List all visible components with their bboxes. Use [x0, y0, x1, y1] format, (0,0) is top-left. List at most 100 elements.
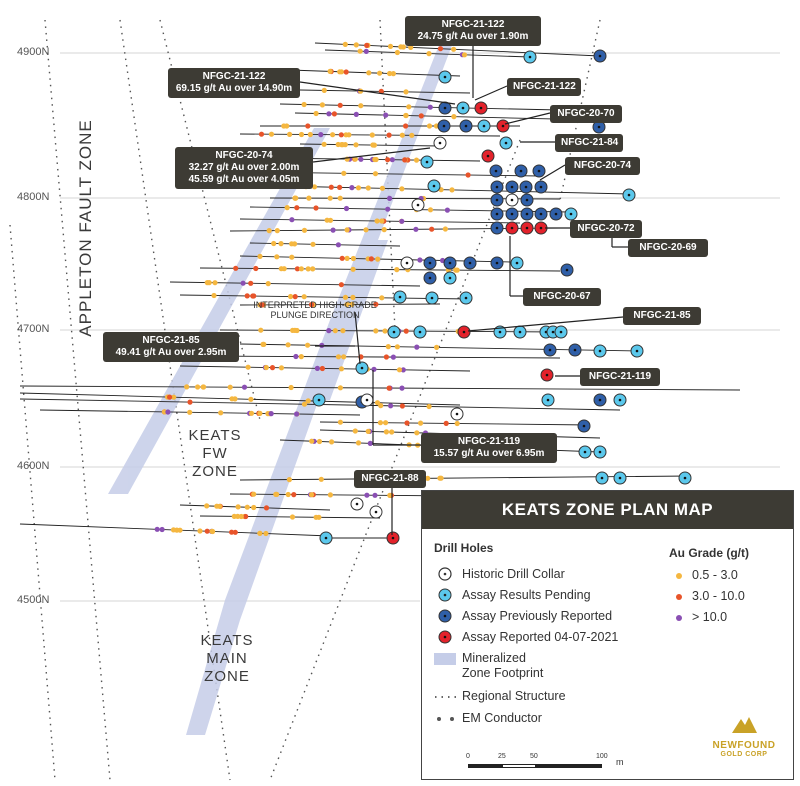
assay-dot [403, 328, 409, 334]
assay-dot [342, 41, 348, 48]
assay-dot [408, 44, 414, 51]
drill-hole-center [510, 226, 514, 230]
drill-hole-center [573, 348, 577, 352]
drill-hole-center [683, 476, 687, 480]
drill-hole-center [494, 169, 498, 173]
assay-dot [444, 207, 450, 213]
assay-dot [278, 241, 284, 247]
assay-dot [263, 530, 269, 537]
assay-dot [394, 49, 400, 56]
assay-dot [177, 527, 183, 533]
assay-dot [257, 410, 263, 416]
drill-trace [179, 365, 471, 372]
assay-dot [414, 344, 420, 350]
assay-dot [344, 255, 350, 261]
drill-hole-center [425, 160, 429, 164]
assay-dot [305, 342, 311, 348]
drill-hole-center [482, 124, 486, 128]
drill-hole-center [600, 476, 604, 480]
drill-hole-center [438, 141, 442, 145]
assay-dot [343, 205, 350, 212]
assay-dot [257, 253, 263, 259]
assay-dot [378, 403, 384, 409]
drill-hole-center [559, 330, 563, 334]
drill-hole-center [455, 412, 459, 416]
assay-dot [413, 226, 419, 232]
assay-dot [281, 123, 287, 129]
drill-hole-center [598, 398, 602, 402]
map-legend: KEATS ZONE PLAN MAP Drill Holes Au Grade… [421, 490, 794, 780]
callout-leaders [299, 40, 628, 535]
drill-hole-center [428, 261, 432, 265]
assay-dot [285, 342, 291, 348]
assay-dot [209, 528, 215, 535]
assay-dot [406, 104, 412, 110]
callout-nfgc-20-70: NFGC-20-70 [550, 105, 622, 123]
assay-dot [251, 504, 257, 511]
assay-dot [442, 226, 448, 232]
drill-trace [199, 355, 561, 359]
assay-dot [305, 123, 311, 129]
assay-dot [387, 195, 393, 201]
assay-dot [274, 228, 280, 234]
assay-dot [338, 366, 345, 372]
assay-dot [294, 205, 300, 211]
assay-dot [342, 142, 348, 148]
assay-dot [409, 132, 415, 138]
assay-dot [339, 255, 345, 261]
assay-dot [427, 104, 433, 110]
assay-pending-icon [438, 588, 452, 602]
drill-hole-center [515, 261, 519, 265]
assay-dot [379, 185, 385, 191]
drill-hole-center [582, 424, 586, 428]
assay-dot [434, 344, 440, 350]
assay-dot [399, 218, 405, 224]
assay-dot [364, 42, 370, 49]
drill-hole-center [468, 261, 472, 265]
drill-hole-center [392, 330, 396, 334]
assay-intercepts [154, 41, 471, 537]
assay-dot [403, 112, 409, 119]
assay-dot [388, 403, 394, 409]
callout-nfgc-21-122-intercept: NFGC-21-122 69.15 g/t Au over 14.90m [168, 68, 300, 98]
assay-dot [289, 514, 296, 520]
northing-label-4600: 4600N [17, 460, 50, 472]
assay-dot [227, 384, 233, 390]
assay-dot [310, 241, 316, 247]
assay-dot [374, 218, 380, 224]
assay-dot [245, 364, 251, 370]
plunge-direction-label: INTERPRETED HIGH-GRADE PLUNGE DIRECTION [253, 300, 377, 320]
callout-nfgc-21-85: NFGC-21-85 [623, 307, 701, 325]
assay-dot [281, 266, 287, 272]
assay-dot [287, 131, 293, 137]
drill-hole-center [528, 55, 532, 59]
assay-dot [389, 429, 395, 435]
assay-dot [197, 528, 203, 534]
assay-dot [383, 354, 389, 360]
assay-dot [399, 132, 405, 138]
callout-nfgc-20-74: NFGC-20-74 [565, 157, 640, 175]
assay-dot [355, 185, 362, 191]
callout-nfgc-21-119: NFGC-21-119 [580, 368, 660, 386]
legend-footprint: Mineralized Zone Footprint [462, 651, 544, 680]
drill-hole-center [448, 261, 452, 265]
assay-dot [385, 157, 391, 163]
drill-hole-center [391, 536, 395, 540]
callout-nfgc-20-74-intercept: NFGC-20-74 32.27 g/t Au over 2.00m 45.59 g… [175, 147, 313, 189]
assay-dot [288, 384, 294, 391]
assay-dot [427, 207, 434, 213]
drill-hole-center [565, 268, 569, 272]
assay-dot [327, 195, 333, 201]
assay-dot [372, 171, 379, 177]
assay-dot [201, 384, 207, 390]
assay-dot [258, 327, 264, 333]
assay-dot [383, 429, 389, 435]
assay-dot [425, 475, 431, 481]
drill-hole-center [317, 398, 321, 402]
drill-hole-center [443, 75, 447, 79]
assay-dot [319, 365, 325, 372]
drill-hole-center [442, 124, 446, 128]
assay-dot [301, 294, 307, 300]
historic-collar-icon [438, 567, 452, 581]
assay-dot [353, 142, 359, 148]
